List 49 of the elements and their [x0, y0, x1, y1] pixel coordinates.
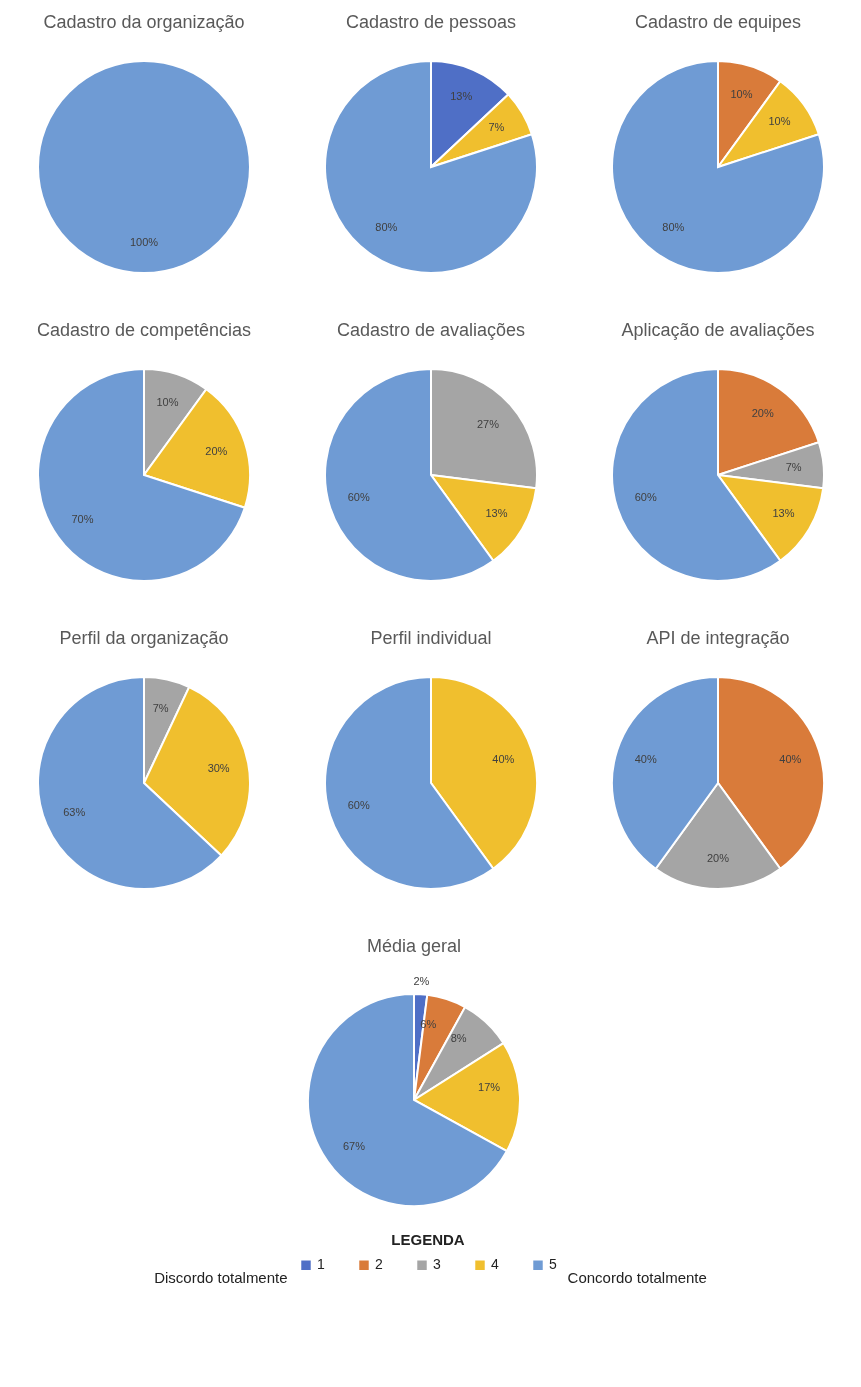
data-label: 80%: [661, 221, 685, 234]
data-label: 27%: [476, 417, 499, 430]
pie-slice: [323, 60, 538, 274]
data-label: 100%: [129, 236, 158, 248]
data-label: 10%: [729, 87, 753, 100]
chart-title: Cadastro da organização: [42, 12, 245, 32]
chart-title: Perfil individual: [369, 628, 492, 648]
chart-title: Aplicação de avaliações: [620, 320, 815, 340]
data-label: 20%: [706, 852, 729, 864]
legend-title: LEGENDA: [390, 1231, 465, 1248]
data-label: 30%: [207, 761, 230, 774]
data-label: 60%: [347, 491, 370, 504]
data-label: 13%: [484, 506, 508, 519]
chart-title: Cadastro de avaliações: [336, 320, 525, 340]
chart-title: Perfil da organização: [58, 628, 229, 648]
chart-title: API de integração: [645, 628, 790, 648]
chart-title: Cadastro de equipes: [634, 12, 801, 32]
data-label: 2%: [413, 975, 430, 988]
data-label: 10%: [767, 115, 791, 128]
data-label: 70%: [71, 512, 94, 525]
data-label: 67%: [342, 1139, 365, 1152]
data-label: 80%: [374, 221, 398, 234]
data-label: 13%: [771, 506, 795, 519]
text: Discordo totalmente: [154, 1269, 288, 1288]
data-label: 40%: [778, 752, 801, 765]
data-label: 17%: [477, 1081, 500, 1094]
data-label: 20%: [751, 406, 774, 419]
data-label: 7%: [487, 121, 505, 134]
data-label: 13%: [449, 90, 472, 103]
legend-label: 3: [432, 1256, 441, 1273]
data-label: 7%: [152, 701, 169, 714]
data-label: 60%: [347, 799, 370, 812]
data-label: 8%: [450, 1031, 467, 1044]
data-label: 20%: [204, 444, 227, 457]
chart-title: Cadastro de pessoas: [345, 12, 516, 32]
pie-slice: [610, 60, 825, 274]
data-label: 10%: [155, 395, 179, 408]
data-label: 60%: [634, 491, 657, 504]
chart-title: Média geral: [366, 936, 461, 957]
legend-label: 1: [316, 1256, 325, 1273]
data-label: 7%: [785, 460, 802, 473]
legend-label: 5: [548, 1256, 557, 1273]
chart-title: Cadastro de competências: [36, 320, 251, 340]
legend-label: 2: [374, 1256, 383, 1273]
data-label: 63%: [62, 806, 85, 819]
legend-label: 4: [490, 1256, 499, 1273]
data-label: 40%: [491, 752, 514, 765]
text: Concordo totalmente: [567, 1269, 707, 1288]
data-label: 40%: [634, 752, 657, 765]
